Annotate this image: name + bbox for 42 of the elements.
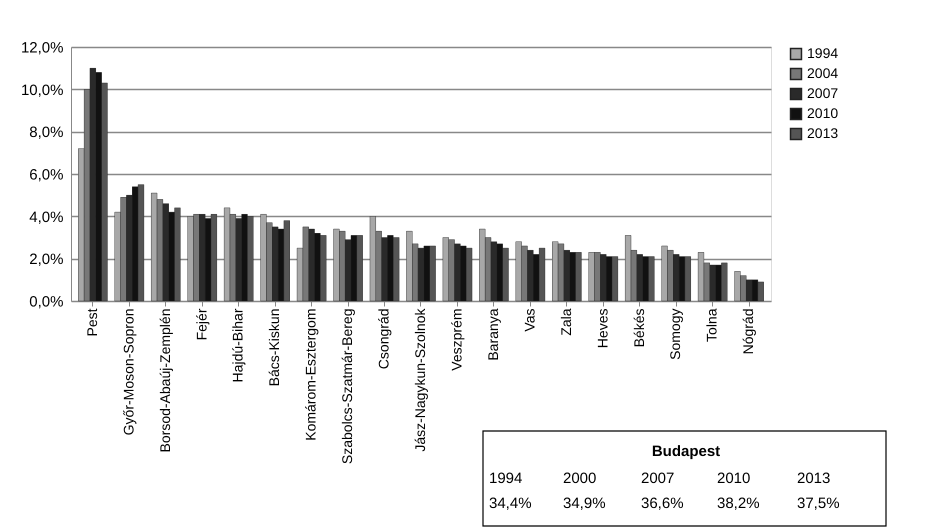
- text: 2000: [563, 470, 596, 487]
- y-tick-label: 2,0%: [29, 251, 64, 268]
- text: 2010: [717, 470, 750, 487]
- text: 34,9%: [563, 495, 606, 512]
- x-tick-label: Pest: [84, 308, 100, 337]
- text: 2013: [797, 470, 830, 487]
- legend-label: 2013: [807, 125, 838, 141]
- y-tick-label: 6,0%: [29, 166, 64, 184]
- x-tick-label: Szabolcs-Szatmár-Bereg: [339, 308, 356, 464]
- x-tick-label: Bács-Kiskun: [266, 308, 282, 386]
- x-tick-label: Békés: [630, 308, 647, 348]
- x-tick-label: Veszprém: [448, 308, 464, 371]
- text: 2007: [641, 470, 674, 487]
- y-tick-label: 4,0%: [29, 208, 64, 226]
- x-tick-label: Jász-Nagykun-Szolnok: [412, 308, 428, 452]
- legend-label: 2007: [807, 85, 838, 101]
- x-tick-label: Heves: [594, 308, 610, 348]
- text: 38,2%: [717, 495, 760, 512]
- legend-label: 2010: [807, 105, 838, 121]
- y-tick-label: 10,0%: [20, 82, 64, 99]
- x-tick-label: Csongrád: [376, 308, 392, 370]
- legend-label: 2004: [807, 65, 838, 81]
- text: Budapest: [652, 443, 720, 460]
- text: 37,5%: [797, 495, 840, 512]
- text: 1994: [489, 470, 522, 487]
- x-tick-label: Baranya: [484, 308, 501, 361]
- x-tick-label: Vas: [521, 308, 538, 332]
- y-tick-label: 0,0%: [29, 294, 64, 310]
- x-tick-label: Fejér: [193, 308, 210, 340]
- x-tick-label: Zala: [558, 308, 574, 336]
- y-tick-label: 8,0%: [29, 124, 64, 142]
- x-tick-label: Tolna: [704, 308, 720, 342]
- y-tick-label: 12,0%: [20, 40, 64, 56]
- x-tick-label: Komárom-Esztergom: [302, 308, 319, 441]
- legend-label: 1994: [807, 45, 838, 61]
- x-tick-label: Somogy: [667, 308, 684, 360]
- text: 36,6%: [641, 495, 684, 512]
- text: 34,4%: [489, 495, 532, 512]
- x-tick-label: Hajdú-Bihar: [230, 308, 246, 382]
- x-tick-label: Nógrád: [740, 308, 756, 354]
- x-tick-label: Győr-Moson-Sopron: [120, 308, 136, 436]
- x-tick-label: Borsod-Abaúj-Zemplén: [156, 308, 173, 452]
